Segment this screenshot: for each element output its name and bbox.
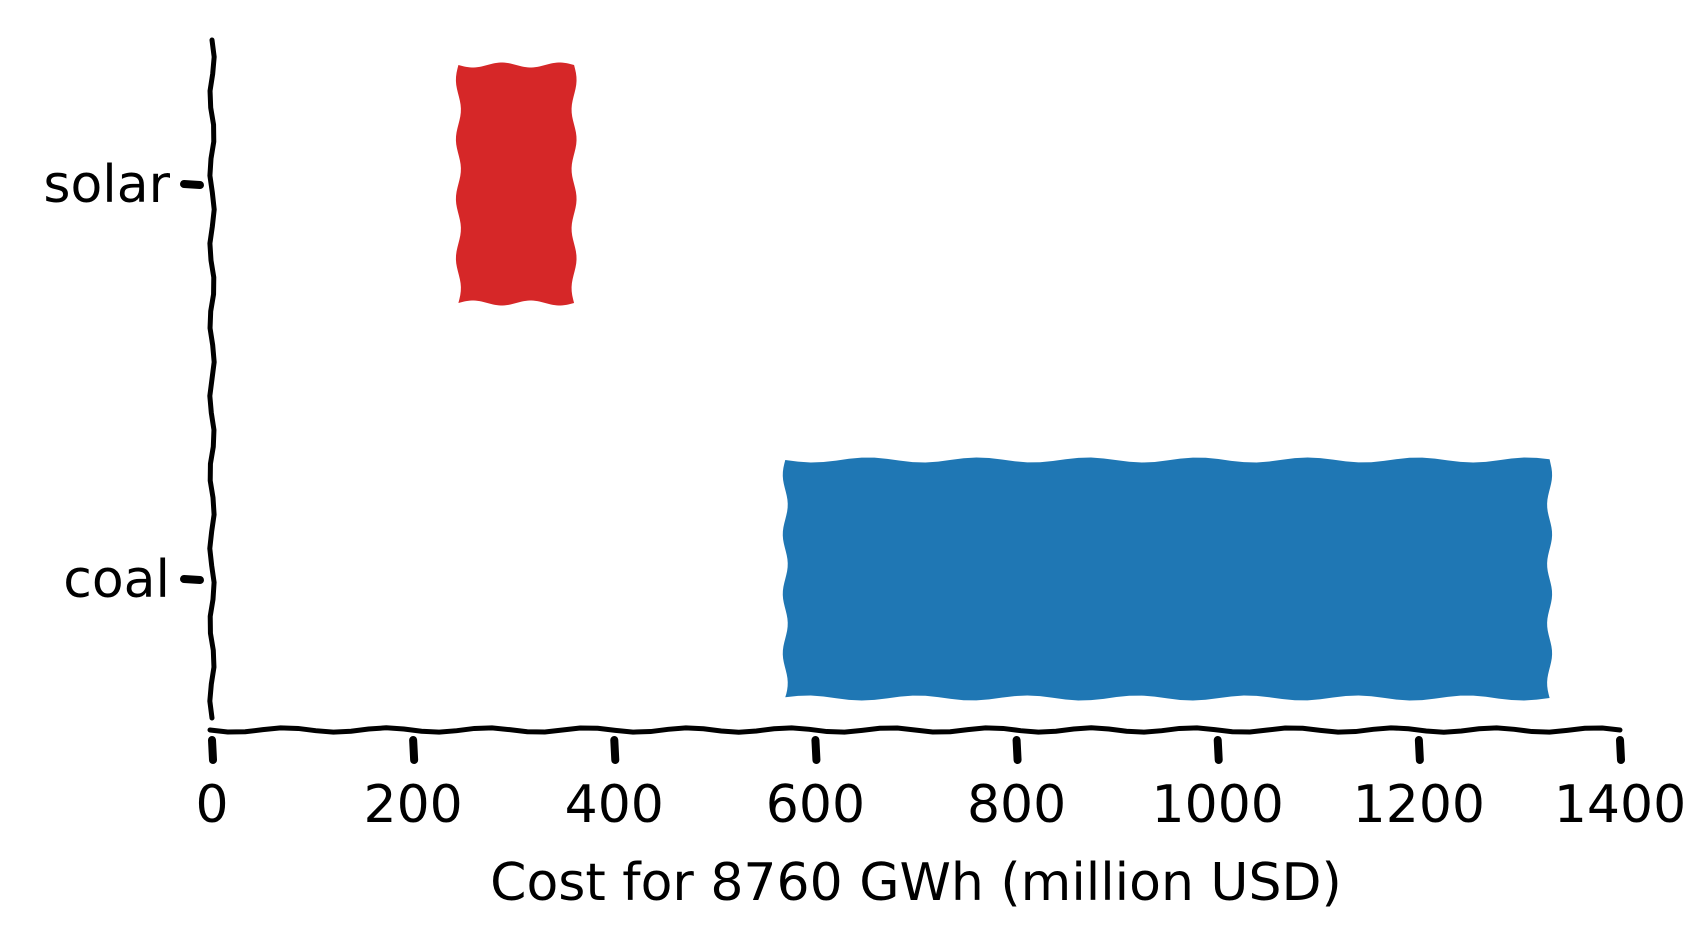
- x-ticks-group: 0 200 400 600 800 1000 1200 1400: [195, 736, 1686, 835]
- x-tick-mark: [1213, 736, 1223, 764]
- bar-coal: [782, 457, 1553, 701]
- x-tick-label: 1000: [1152, 775, 1284, 835]
- x-tick-mark: [811, 736, 821, 764]
- y-axis-line: [207, 37, 217, 721]
- y-tick-mark: [180, 180, 204, 189]
- axes-group: [207, 37, 1623, 735]
- x-axis-line: [207, 725, 1623, 735]
- x-tick-mark: [1616, 736, 1625, 764]
- x-tick-mark: [208, 736, 217, 764]
- x-tick-label: 1400: [1554, 775, 1686, 835]
- x-tick-label: 200: [364, 775, 463, 835]
- x-axis-title: Cost for 8760 GWh (million USD): [490, 853, 1342, 913]
- x-tick-label: 1200: [1353, 775, 1485, 835]
- x-tick-mark: [1012, 736, 1022, 764]
- y-tick-label-coal: coal: [63, 550, 170, 610]
- x-tick-mark: [409, 736, 419, 764]
- y-ticks-group: solar coal: [43, 155, 204, 610]
- bars-group: [455, 62, 1553, 701]
- x-tick-mark: [610, 736, 620, 764]
- y-tick-mark: [180, 575, 204, 584]
- y-tick-label-solar: solar: [43, 155, 170, 215]
- x-tick-label: 400: [565, 775, 664, 835]
- x-tick-label: 800: [967, 775, 1066, 835]
- bar-solar: [455, 62, 577, 306]
- x-tick-label: 0: [195, 775, 228, 835]
- x-tick-label: 600: [766, 775, 865, 835]
- x-tick-mark: [1414, 736, 1424, 764]
